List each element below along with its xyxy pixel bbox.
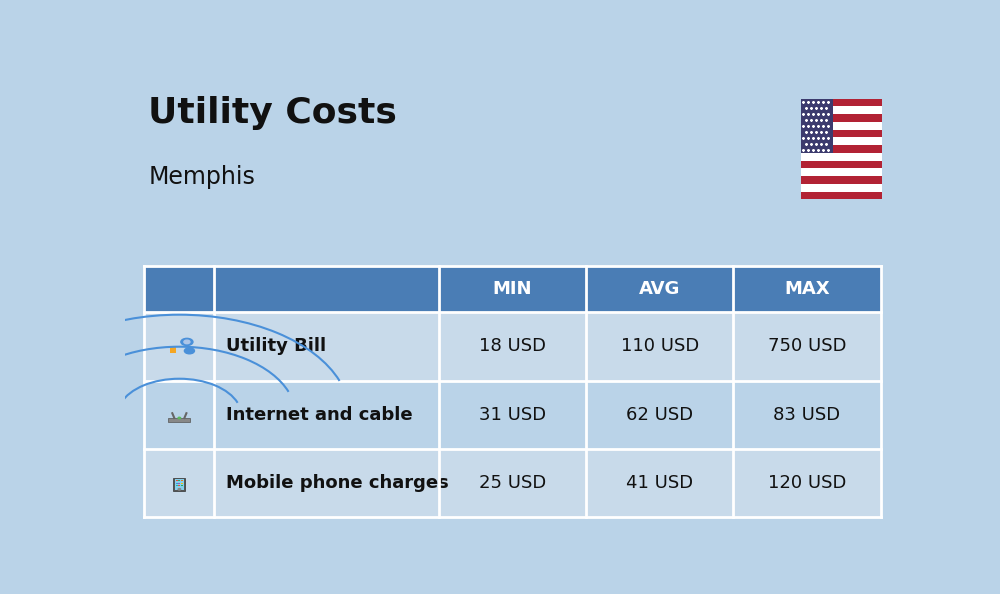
Bar (801, 184, 882, 192)
Text: Internet and cable: Internet and cable (226, 406, 413, 424)
Bar (144, 449, 214, 517)
Bar (168, 418, 190, 422)
Bar (176, 482, 178, 484)
Text: 41 USD: 41 USD (626, 474, 693, 492)
Bar (801, 176, 882, 184)
Bar (178, 485, 180, 486)
Text: MAX: MAX (784, 280, 830, 298)
Text: Utility Bill: Utility Bill (226, 337, 326, 355)
Circle shape (184, 348, 194, 354)
Bar (801, 137, 882, 145)
Bar (801, 168, 882, 176)
Bar (801, 99, 882, 200)
Bar (173, 478, 185, 491)
Bar (801, 99, 882, 106)
Bar (214, 312, 881, 381)
Text: 120 USD: 120 USD (768, 474, 846, 492)
Bar (144, 312, 214, 381)
Bar (801, 145, 882, 153)
Bar (801, 129, 882, 137)
Bar (801, 153, 882, 160)
Text: Utility Costs: Utility Costs (148, 96, 397, 131)
Text: Mobile phone charges: Mobile phone charges (226, 474, 449, 492)
Bar (181, 482, 183, 484)
Bar (181, 485, 183, 486)
Bar (178, 482, 180, 484)
Bar (801, 106, 882, 114)
Text: 62 USD: 62 USD (626, 406, 693, 424)
Bar (214, 381, 881, 449)
Text: MIN: MIN (493, 280, 532, 298)
Bar (801, 99, 833, 153)
Circle shape (181, 339, 193, 346)
Bar (801, 160, 882, 168)
Bar (144, 381, 214, 449)
Text: 83 USD: 83 USD (773, 406, 841, 424)
Circle shape (184, 340, 190, 344)
Text: Memphis: Memphis (148, 165, 255, 189)
Bar (176, 485, 178, 486)
Bar (181, 480, 183, 481)
Bar (801, 114, 882, 122)
Text: 750 USD: 750 USD (768, 337, 846, 355)
Bar (170, 347, 176, 353)
Text: 31 USD: 31 USD (479, 406, 546, 424)
Bar (175, 479, 184, 489)
Bar (801, 122, 882, 129)
Text: 110 USD: 110 USD (621, 337, 699, 355)
Bar (176, 480, 178, 481)
Text: AVG: AVG (639, 280, 680, 298)
Bar (178, 480, 180, 481)
Bar (144, 266, 881, 312)
Bar (801, 192, 882, 200)
Text: 18 USD: 18 USD (479, 337, 546, 355)
Text: 25 USD: 25 USD (479, 474, 546, 492)
Circle shape (178, 488, 181, 490)
Bar (214, 449, 881, 517)
Circle shape (178, 417, 181, 419)
